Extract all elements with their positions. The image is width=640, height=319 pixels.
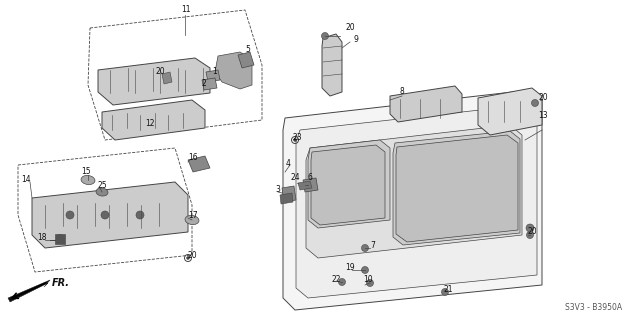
Text: 20: 20 <box>345 24 355 33</box>
Polygon shape <box>303 178 318 192</box>
Circle shape <box>526 224 534 232</box>
Polygon shape <box>202 78 217 90</box>
Text: 16: 16 <box>188 152 198 161</box>
Polygon shape <box>102 100 205 140</box>
Polygon shape <box>215 52 252 89</box>
Polygon shape <box>298 181 312 190</box>
Ellipse shape <box>185 215 199 225</box>
Polygon shape <box>98 58 210 105</box>
Polygon shape <box>311 145 385 225</box>
Text: 13: 13 <box>538 112 548 121</box>
Text: 2: 2 <box>202 79 206 88</box>
Text: 25: 25 <box>97 181 107 189</box>
Polygon shape <box>280 193 293 204</box>
Text: 5: 5 <box>246 44 250 54</box>
Text: FR.: FR. <box>52 278 70 288</box>
Circle shape <box>362 244 369 251</box>
Text: 6: 6 <box>308 173 312 182</box>
Text: 3: 3 <box>276 186 280 195</box>
Polygon shape <box>308 140 390 228</box>
Text: 20: 20 <box>155 66 165 76</box>
Text: 22: 22 <box>332 276 340 285</box>
Polygon shape <box>282 186 296 202</box>
Polygon shape <box>478 88 542 135</box>
Polygon shape <box>32 182 188 248</box>
Text: 18: 18 <box>37 234 47 242</box>
Polygon shape <box>296 105 537 298</box>
Text: 4: 4 <box>285 159 291 167</box>
Text: 20: 20 <box>187 251 197 261</box>
Polygon shape <box>390 86 462 122</box>
Circle shape <box>442 288 449 295</box>
Polygon shape <box>8 280 50 302</box>
Circle shape <box>294 138 296 142</box>
Text: 21: 21 <box>444 286 452 294</box>
Text: 10: 10 <box>363 276 373 285</box>
Polygon shape <box>283 90 542 310</box>
Circle shape <box>136 211 144 219</box>
Circle shape <box>101 211 109 219</box>
Polygon shape <box>306 125 522 258</box>
Circle shape <box>56 234 63 241</box>
Polygon shape <box>238 52 254 68</box>
Circle shape <box>531 100 538 107</box>
Text: 24: 24 <box>290 174 300 182</box>
Polygon shape <box>206 70 220 82</box>
Circle shape <box>367 279 374 286</box>
Polygon shape <box>322 34 342 96</box>
Text: 19: 19 <box>345 263 355 272</box>
Text: 15: 15 <box>81 167 91 176</box>
Text: S3V3 - B3950A: S3V3 - B3950A <box>565 303 622 313</box>
Text: 12: 12 <box>145 120 155 129</box>
Circle shape <box>321 33 328 40</box>
Circle shape <box>527 232 534 239</box>
Text: 23: 23 <box>292 132 302 142</box>
Text: 11: 11 <box>181 4 191 13</box>
Polygon shape <box>55 234 65 244</box>
Text: 8: 8 <box>399 87 404 97</box>
Text: 1: 1 <box>212 68 218 77</box>
Polygon shape <box>188 156 210 172</box>
Text: 17: 17 <box>188 211 198 219</box>
Ellipse shape <box>81 175 95 185</box>
Ellipse shape <box>96 188 108 196</box>
Text: 7: 7 <box>371 241 376 250</box>
Polygon shape <box>393 131 520 245</box>
Polygon shape <box>162 72 172 84</box>
Text: 20: 20 <box>538 93 548 101</box>
Text: 20: 20 <box>527 227 537 236</box>
Text: 14: 14 <box>21 175 31 184</box>
Circle shape <box>186 256 189 259</box>
Polygon shape <box>396 135 518 242</box>
Text: 9: 9 <box>353 35 358 44</box>
Circle shape <box>362 266 369 273</box>
Circle shape <box>339 278 346 286</box>
Circle shape <box>66 211 74 219</box>
